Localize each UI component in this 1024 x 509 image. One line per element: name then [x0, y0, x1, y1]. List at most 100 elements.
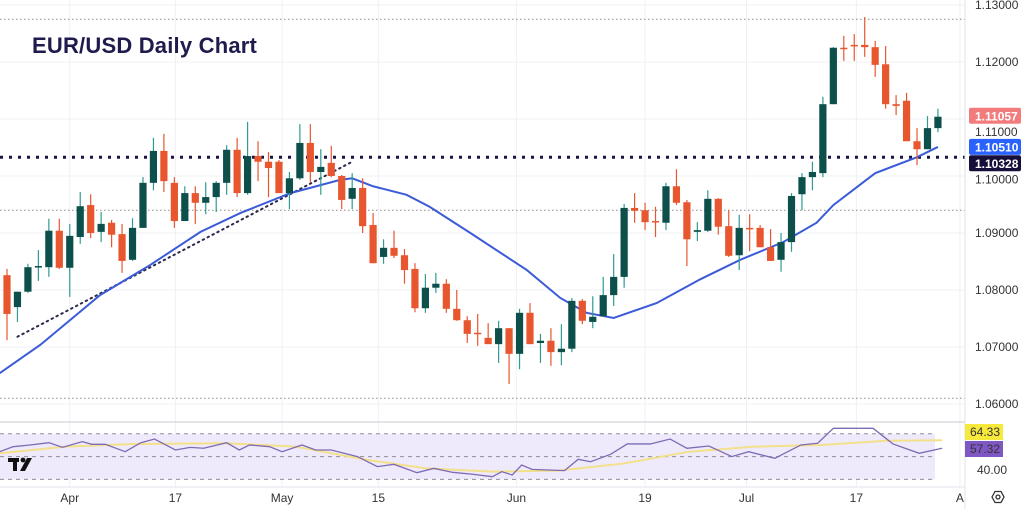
candle-down: [359, 187, 367, 227]
candle-down: [766, 247, 775, 261]
candle-down: [369, 225, 377, 264]
candle-up: [934, 116, 942, 129]
candle-down: [850, 44, 858, 47]
candle-down: [87, 205, 95, 233]
moving-average-line: [0, 146, 939, 375]
candle-up: [97, 223, 105, 232]
tradingview-logo-icon[interactable]: [8, 457, 32, 471]
candle-up: [149, 150, 158, 183]
rsi-tag-bg: [965, 441, 1003, 457]
candle-down: [306, 142, 314, 173]
candle-up: [735, 227, 743, 256]
candle-down: [746, 227, 754, 230]
price-tick-label: 1.12000: [975, 55, 1019, 69]
candle-up: [34, 266, 42, 268]
time-tick-label: A: [956, 491, 964, 505]
candle-down: [275, 161, 283, 194]
candle-down: [55, 230, 63, 268]
candle-up: [620, 207, 628, 277]
time-tick-label: 15: [372, 491, 386, 505]
candle-down: [725, 226, 733, 256]
ma-price-tag-bg: [969, 138, 1021, 155]
rsi-ma-tag-bg: [965, 424, 1003, 440]
candle-down: [108, 222, 116, 235]
candle-up: [285, 178, 294, 194]
rsi-ma-tag: 64.33: [970, 425, 1000, 439]
candle-up: [589, 316, 597, 322]
candle-up: [128, 227, 137, 260]
candle-up: [495, 328, 503, 345]
candle-up: [243, 156, 252, 194]
candle-down: [578, 300, 586, 321]
candle-up: [568, 300, 576, 349]
candle-up: [599, 295, 607, 317]
candle-up: [317, 166, 325, 173]
candle-up: [515, 312, 524, 354]
candle-down: [160, 150, 168, 182]
candle-down: [871, 47, 879, 65]
time-tick-label: Apr: [60, 491, 79, 505]
candle-up: [348, 187, 356, 199]
candle-down: [338, 176, 346, 200]
candle-down: [411, 268, 419, 309]
candle-up: [777, 242, 785, 260]
candle-down: [118, 234, 126, 261]
candle-down: [484, 337, 492, 345]
time-tick-label: May: [271, 491, 294, 505]
axes: 1.13000 1.12000 1.11000 1.10000 1.09000 1.080…: [60, 0, 1024, 509]
candle-down: [505, 328, 513, 354]
candle-down: [547, 340, 555, 353]
price-tick-label: 1.06000: [975, 397, 1019, 411]
price-tick-label: 1.08000: [975, 283, 1019, 297]
candle-down: [526, 312, 534, 345]
rsi-tick-label: 40.00: [977, 463, 1007, 477]
last-price-tag: 1.11057: [975, 109, 1018, 123]
candle-up: [421, 287, 429, 309]
candle-up: [181, 193, 189, 222]
candle-up: [923, 128, 932, 150]
candle-up: [610, 276, 618, 296]
time-tick-label: Jun: [507, 491, 526, 505]
fib-levels: [0, 18, 965, 399]
candle-up: [432, 283, 440, 288]
support-price-tag-bg: [969, 155, 1021, 172]
settings-gear-icon[interactable]: [991, 490, 1005, 504]
chart-title: EUR/USD Daily Chart: [32, 33, 258, 58]
rsi-pane: [0, 421, 1024, 488]
candle-up: [24, 267, 32, 292]
candle-down: [453, 308, 461, 321]
time-tick-label: 17: [850, 491, 864, 505]
candle-up: [202, 197, 210, 203]
candle-down: [264, 161, 273, 169]
candle-up: [76, 206, 84, 237]
price-tick-label: 1.10000: [975, 172, 1019, 186]
candle-up: [829, 47, 837, 105]
candle-down: [463, 320, 471, 334]
candle-down: [892, 104, 900, 106]
candle-down: [400, 255, 409, 271]
candle-up: [557, 348, 565, 353]
candle-up: [212, 182, 220, 198]
rsi-tag: 57.32: [970, 442, 1000, 456]
candle-up: [819, 104, 827, 174]
price-tick-label: 1.09000: [975, 226, 1019, 240]
candle-down: [254, 156, 262, 162]
candle-down: [861, 44, 869, 48]
last-price-tag-bg: [969, 107, 1021, 124]
candle-up: [223, 149, 231, 183]
candle-down: [913, 141, 921, 150]
candle-down: [840, 47, 848, 50]
price-tick-label: 1.11000: [975, 125, 1018, 139]
candle-down: [233, 149, 241, 194]
candle-down: [902, 100, 911, 142]
price-tick-label: 1.13000: [975, 0, 1019, 12]
time-tick-label: 17: [169, 491, 183, 505]
candle-down: [651, 221, 660, 223]
grid-lines: [0, 0, 965, 487]
candle-down: [631, 207, 639, 211]
candle-down: [756, 227, 764, 248]
candle-down: [170, 182, 178, 222]
candle-up: [296, 142, 304, 179]
candle-up: [139, 182, 147, 228]
